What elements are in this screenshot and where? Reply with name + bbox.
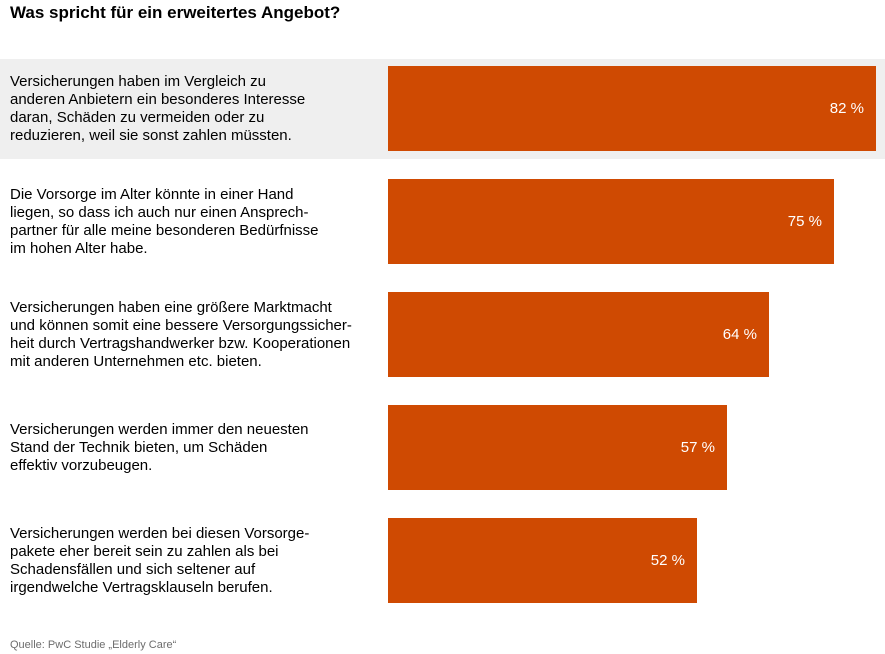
bar: 52 % <box>388 518 697 603</box>
bar-value-label: 57 % <box>680 438 715 456</box>
bar-value-label: 52 % <box>650 551 685 569</box>
bar: 64 % <box>388 292 769 377</box>
bar: 75 % <box>388 179 834 264</box>
bar-value-label: 64 % <box>722 325 757 343</box>
source-note: Quelle: PwC Studie „Elderly Care“ <box>10 639 177 651</box>
bar-row: Versicherungen haben im Vergleich zu and… <box>0 59 885 159</box>
category-label: Versicherungen werden bei diesen Vorsorg… <box>10 525 310 596</box>
chart-title: Was spricht für ein erweitertes Angebot? <box>10 3 341 22</box>
bar: 82 % <box>388 66 876 151</box>
bar-row: Versicherungen haben eine größere Marktm… <box>0 285 885 385</box>
category-label: Versicherungen haben eine größere Marktm… <box>10 299 352 370</box>
bar: 57 % <box>388 405 727 490</box>
bar-value-label: 75 % <box>787 212 822 230</box>
bar-row: Die Vorsorge im Alter könnte in einer Ha… <box>0 172 885 272</box>
bar-row: Versicherungen werden bei diesen Vorsorg… <box>0 511 885 611</box>
bar-value-label: 82 % <box>829 99 864 117</box>
bar-row: Versicherungen werden immer den neuesten… <box>0 398 885 498</box>
category-label: Versicherungen haben im Vergleich zu and… <box>10 73 306 144</box>
category-label: Die Vorsorge im Alter könnte in einer Ha… <box>10 186 319 257</box>
category-label: Versicherungen werden immer den neuesten… <box>10 421 309 474</box>
